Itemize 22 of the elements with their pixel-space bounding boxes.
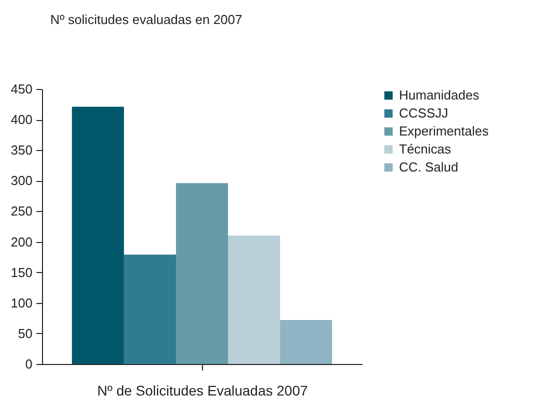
- legend-label: Humanidades: [399, 88, 480, 102]
- y-tick-label: 150: [10, 264, 32, 280]
- bar: [124, 254, 176, 364]
- y-tick-label: 400: [10, 112, 32, 128]
- bar: [72, 106, 124, 364]
- chart-title: Nº solicitudes evaluadas en 2007: [50, 12, 242, 27]
- legend-label: CCSSJJ: [399, 106, 448, 120]
- y-tick-label: 200: [10, 234, 32, 250]
- y-tick-label: 300: [10, 173, 32, 188]
- bar: [228, 236, 280, 364]
- y-tick-label: 250: [10, 204, 32, 219]
- y-tick-label: 50: [18, 326, 32, 341]
- y-tick-label: 100: [10, 295, 32, 310]
- legend-label: CC. Salud: [399, 160, 458, 174]
- y-tick-label: 450: [10, 82, 32, 96]
- bar: [176, 183, 228, 364]
- y-tick-label: 350: [10, 142, 32, 158]
- bar: [280, 320, 332, 364]
- legend-label: Experimentales: [399, 124, 490, 138]
- y-tick-label: 0: [25, 356, 32, 372]
- x-axis-title: Nº de Solicitudes Evaluadas 2007: [97, 382, 308, 398]
- legend-label: Técnicas: [399, 142, 452, 156]
